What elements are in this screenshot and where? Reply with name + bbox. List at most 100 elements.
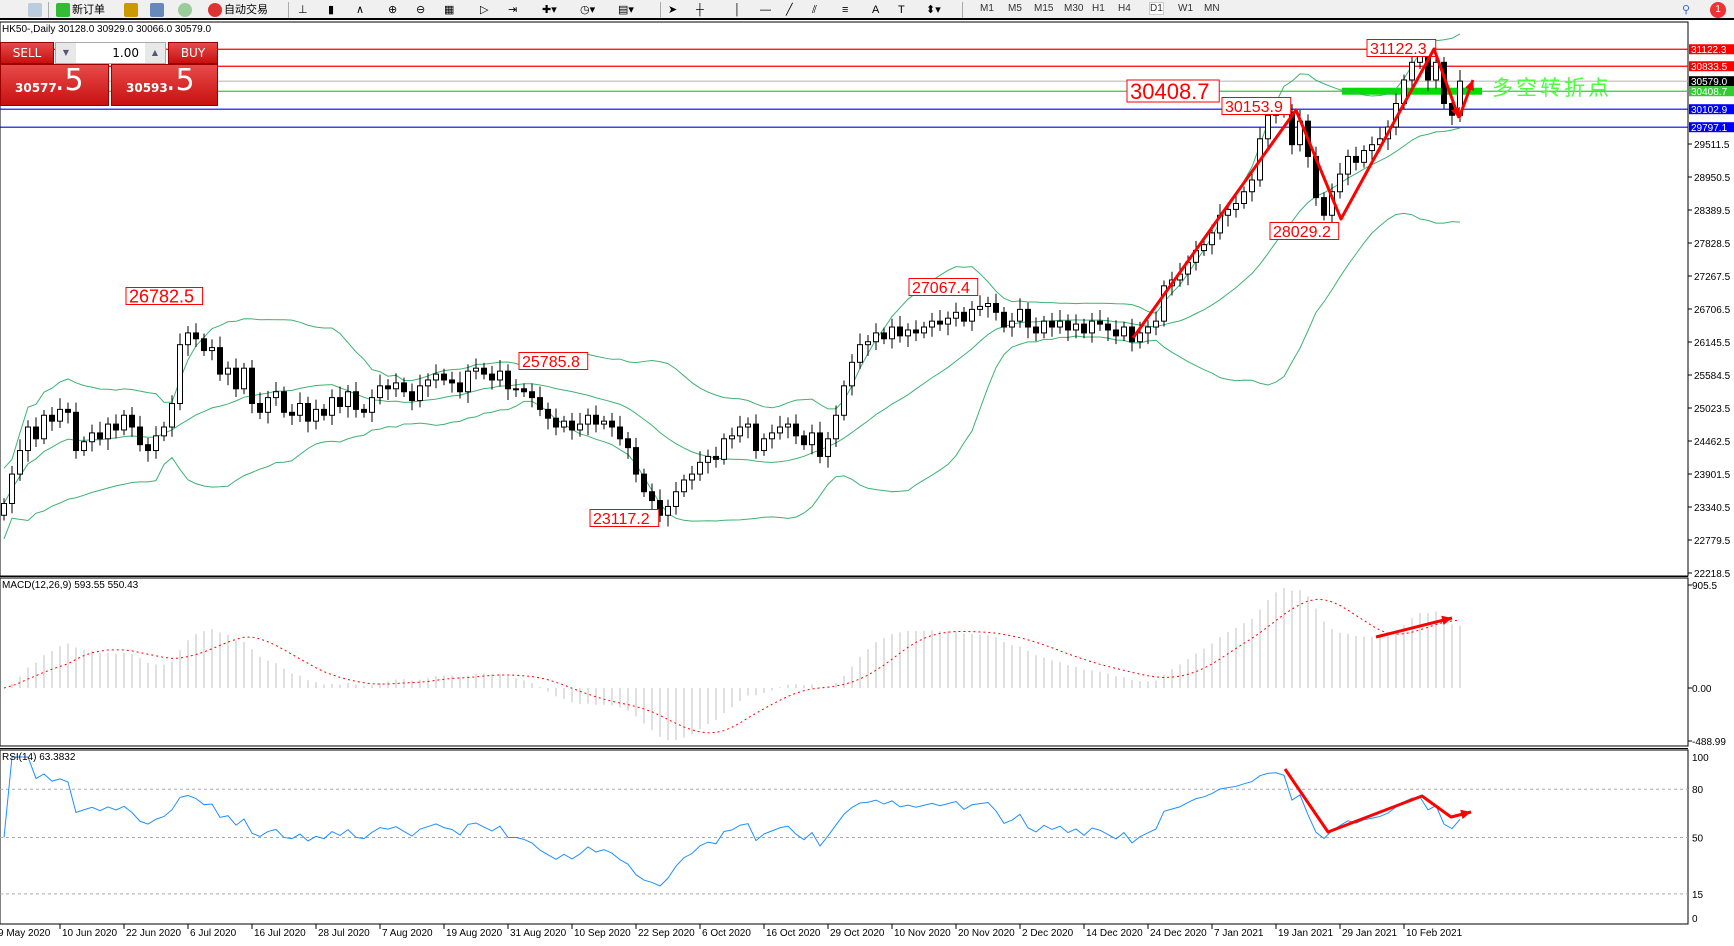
candle xyxy=(81,436,87,456)
sell-price-button[interactable]: 30577 .5 xyxy=(0,63,109,106)
zoom-window-button[interactable] xyxy=(28,2,44,18)
timeframe-m15[interactable]: M15 xyxy=(1034,3,1054,14)
arrow-head-icon xyxy=(1460,809,1471,820)
candle-body xyxy=(441,373,447,381)
increase-lots-icon[interactable]: ▲ xyxy=(145,43,165,63)
one-click-trading-panel: SELL ▼ 1.00 ▲ BUY 30577 .5 30593 .5 xyxy=(0,42,218,106)
bar-chart-button[interactable]: ⊥ xyxy=(298,4,308,16)
date-label: 6 Oct 2020 xyxy=(702,928,751,939)
price-annotation: 25785.8 xyxy=(522,354,580,371)
line-chart-button[interactable]: ∧ xyxy=(356,4,365,16)
text-button[interactable]: A xyxy=(872,4,880,16)
decrease-lots-icon[interactable]: ▼ xyxy=(56,43,76,63)
timeframe-w1[interactable]: W1 xyxy=(1178,3,1193,14)
navigator-button[interactable] xyxy=(150,2,166,18)
candle-body xyxy=(657,500,663,516)
macd-panel-frame xyxy=(0,577,1689,747)
candle xyxy=(209,339,215,361)
candle xyxy=(1081,318,1087,339)
equidistant-channel-button[interactable]: ⫽ xyxy=(812,4,817,16)
buy-price-button[interactable]: 30593 .5 xyxy=(111,63,218,106)
candle xyxy=(1105,317,1111,342)
zoom-out-button[interactable]: ⊖ xyxy=(416,4,426,16)
candle xyxy=(673,482,679,515)
candle xyxy=(961,307,967,327)
text-label-button[interactable]: T xyxy=(898,4,905,16)
price-tag-label: 30102.9 xyxy=(1691,105,1728,116)
price-annotation: 26782.5 xyxy=(129,286,194,306)
candle xyxy=(249,359,255,414)
trendline-button[interactable]: ╱ xyxy=(786,4,793,16)
candle-body xyxy=(25,426,31,452)
rsi-label: RSI(14) 63.3832 xyxy=(2,752,76,763)
candle-body xyxy=(465,370,471,393)
price-axis-label: 22779.5 xyxy=(1694,536,1731,547)
candle xyxy=(713,446,719,468)
candle xyxy=(1,498,7,521)
templates-button[interactable]: ▤▾ xyxy=(618,4,634,16)
tile-windows-button[interactable]: ▦ xyxy=(444,4,455,16)
candle xyxy=(441,368,447,386)
candle xyxy=(297,392,303,423)
timeframe-d1[interactable]: D1 xyxy=(1149,2,1164,15)
rsi-line xyxy=(3,756,1461,887)
date-label: 19 Jan 2021 xyxy=(1278,928,1333,939)
horizontal-line-button[interactable]: — xyxy=(760,4,771,16)
server-icon xyxy=(150,3,164,18)
zoom-in-button[interactable]: ⊕ xyxy=(388,4,398,16)
timeframe-h4[interactable]: H4 xyxy=(1118,3,1131,14)
bollinger-middle-band xyxy=(3,127,1461,504)
cursor-button[interactable]: ➤ xyxy=(668,4,678,16)
rsi-axis-label: 0 xyxy=(1692,914,1698,925)
arrows-button[interactable]: ⬍▾ xyxy=(926,4,941,16)
chart-shift-button[interactable]: ⇥ xyxy=(508,4,518,16)
auto-scroll-button[interactable]: ▷ xyxy=(480,4,489,16)
candle xyxy=(1361,145,1367,168)
lots-input[interactable]: ▼ 1.00 ▲ xyxy=(55,42,166,64)
candle-body xyxy=(665,505,671,516)
sell-button[interactable]: SELL xyxy=(0,42,54,64)
market-watch-button[interactable] xyxy=(124,2,140,18)
indicators-button[interactable]: ✚▾ xyxy=(542,4,557,16)
notification-badge[interactable]: 1 xyxy=(1710,2,1726,18)
auto-trading-button[interactable]: 自动交易 xyxy=(208,2,268,18)
search-icon[interactable]: ⚲ xyxy=(1682,4,1691,16)
fibonacci-button[interactable]: ≡ xyxy=(842,4,849,16)
timeframe-m5[interactable]: M5 xyxy=(1008,3,1022,14)
candle-body xyxy=(521,388,527,393)
periods-button[interactable]: ◷▾ xyxy=(580,4,596,16)
candle xyxy=(185,326,191,356)
candle xyxy=(969,301,975,331)
signals-button[interactable] xyxy=(178,2,194,18)
macd-signal-line xyxy=(3,598,1461,734)
candle-body xyxy=(825,438,831,457)
candle-body xyxy=(1105,323,1111,331)
candle xyxy=(649,483,655,511)
timeframe-h1[interactable]: H1 xyxy=(1092,3,1105,14)
candle xyxy=(1233,193,1239,218)
candle-body xyxy=(345,391,351,407)
candle-body xyxy=(809,432,815,446)
vertical-line-button[interactable]: │ xyxy=(734,4,741,16)
crosshair-button[interactable]: ┼ xyxy=(696,4,704,16)
candle-body xyxy=(281,391,287,413)
candle xyxy=(1097,309,1103,331)
candle xyxy=(369,389,375,423)
buy-button[interactable]: BUY xyxy=(168,42,218,64)
candle-body xyxy=(697,461,703,475)
candle xyxy=(769,424,775,449)
candle xyxy=(1201,239,1207,256)
candle xyxy=(585,408,591,436)
candle-body xyxy=(617,426,623,440)
new-order-button[interactable]: 新订单 xyxy=(56,2,105,18)
candlestick-button[interactable]: ▮ xyxy=(328,4,335,16)
timeframe-m1[interactable]: M1 xyxy=(980,3,994,14)
timeframe-mn[interactable]: MN xyxy=(1204,3,1220,14)
candle-body xyxy=(961,311,967,322)
candle-body xyxy=(753,423,759,452)
arrow-head-icon xyxy=(1451,107,1461,118)
date-label: 10 Feb 2021 xyxy=(1406,928,1463,939)
trend-arrow-line xyxy=(1283,768,1472,834)
timeframe-m30[interactable]: M30 xyxy=(1064,3,1084,14)
